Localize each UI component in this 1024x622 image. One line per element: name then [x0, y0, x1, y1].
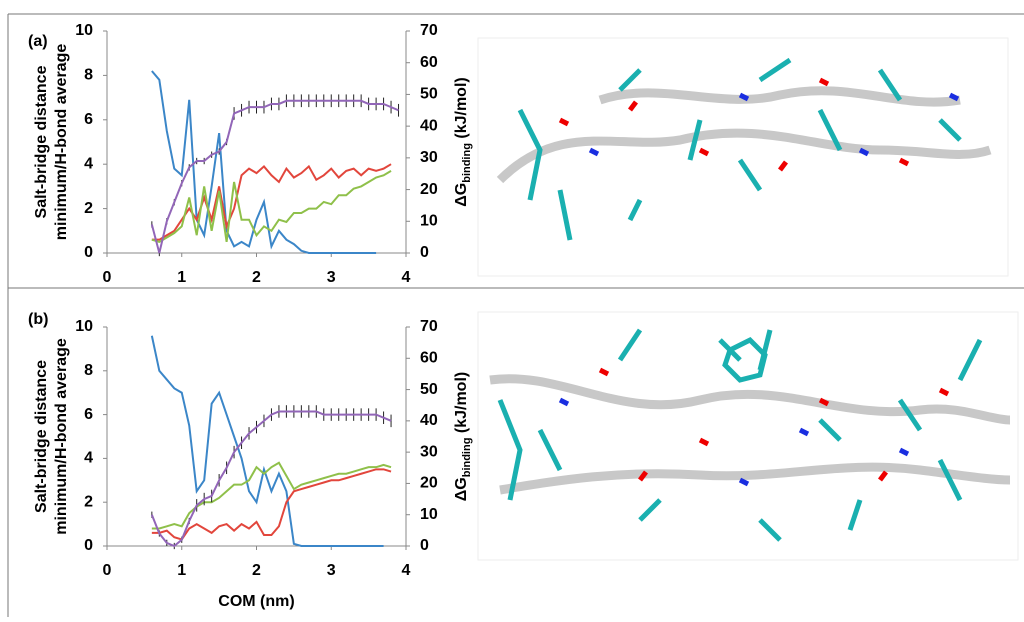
y2-tick-label: 20 — [420, 475, 438, 492]
series-line — [151, 468, 392, 541]
y2-tick-label: 60 — [420, 350, 438, 367]
x-tick-label: 2 — [252, 562, 261, 579]
series-line — [151, 70, 377, 254]
x-tick-label: 0 — [103, 269, 112, 286]
x-tick-label: 3 — [327, 562, 336, 579]
y2-tick-label: 10 — [420, 213, 438, 230]
panel-label: (a) — [28, 33, 48, 50]
y2-label-main: ΔG — [453, 477, 470, 501]
y-tick-label: 0 — [84, 244, 93, 261]
y2-tick-label: 50 — [420, 381, 438, 398]
y-tick-label: 6 — [84, 111, 93, 128]
y2-label-sub: binding — [461, 143, 473, 183]
y2-label-main: ΔG — [453, 183, 470, 207]
series-line — [150, 99, 399, 254]
y-axis-label: Salt-bridge distance — [33, 360, 50, 513]
x-tick-label: 2 — [252, 269, 261, 286]
y2-tick-label: 70 — [420, 318, 438, 335]
y-axis-label: minimum/H-bond average — [53, 338, 70, 535]
y-tick-label: 8 — [84, 362, 93, 379]
y2-tick-label: 20 — [420, 181, 438, 198]
series-line — [151, 170, 392, 243]
x-tick-label: 3 — [327, 269, 336, 286]
x-axis-label: COM (nm) — [218, 593, 294, 610]
y2-axis-label: ΔGbinding (kJ/mol) — [453, 372, 473, 501]
y2-label-unit: (kJ/mol) — [453, 372, 470, 438]
y2-axis-label: ΔGbinding (kJ/mol) — [453, 77, 473, 206]
y-tick-label: 10 — [75, 318, 93, 335]
y-tick-label: 4 — [84, 155, 93, 172]
y2-tick-label: 70 — [420, 22, 438, 39]
series-line — [150, 335, 384, 547]
y2-tick-label: 10 — [420, 506, 438, 523]
x-tick-label: 4 — [402, 562, 411, 579]
y2-tick-label: 50 — [420, 86, 438, 103]
y-tick-label: 8 — [84, 67, 93, 84]
y2-tick-label: 0 — [420, 537, 429, 554]
molecule-a — [477, 37, 1009, 277]
y-tick-label: 2 — [84, 493, 93, 510]
y2-label-unit: (kJ/mol) — [453, 77, 470, 143]
y2-label-sub: binding — [461, 438, 473, 478]
x-tick-label: 4 — [402, 269, 411, 286]
y2-tick-label: 30 — [420, 149, 438, 166]
x-tick-label: 0 — [103, 562, 112, 579]
y-tick-label: 0 — [84, 537, 93, 554]
x-tick-label: 1 — [177, 269, 186, 286]
y-axis-label: minimum/H-bond average — [53, 44, 70, 241]
y2-tick-label: 0 — [420, 244, 429, 261]
y2-tick-label: 40 — [420, 117, 438, 134]
molecule-b — [477, 311, 1019, 561]
y-tick-label: 6 — [84, 406, 93, 423]
y2-tick-label: 40 — [420, 412, 438, 429]
y-tick-label: 4 — [84, 450, 93, 467]
panel-label: (b) — [28, 311, 48, 328]
y-axis-label: Salt-bridge distance — [33, 65, 50, 218]
y2-tick-label: 30 — [420, 443, 438, 460]
y-tick-label: 2 — [84, 200, 93, 217]
series-line — [150, 410, 392, 548]
y-tick-label: 10 — [75, 22, 93, 39]
series-line — [151, 461, 392, 530]
x-tick-label: 1 — [177, 562, 186, 579]
y2-tick-label: 60 — [420, 54, 438, 71]
